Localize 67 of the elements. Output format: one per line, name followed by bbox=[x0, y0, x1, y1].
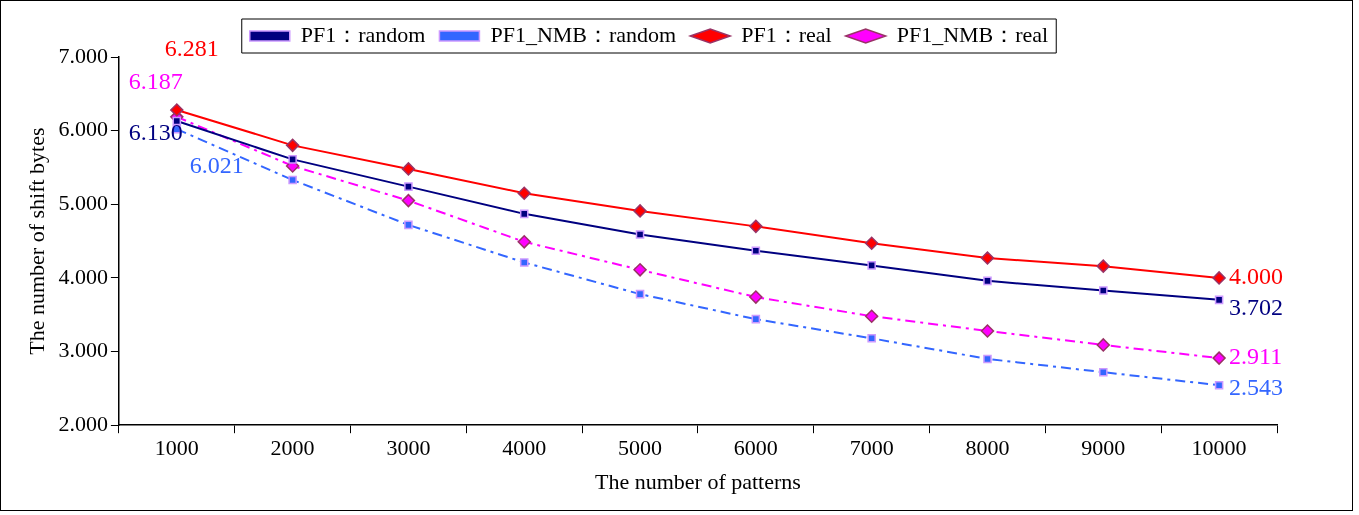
point bbox=[404, 182, 413, 191]
point bbox=[288, 175, 297, 185]
point bbox=[751, 246, 761, 255]
y-tick-label: 4.000 bbox=[58, 263, 108, 289]
data-label: 4.000 bbox=[1229, 263, 1284, 290]
point bbox=[867, 261, 876, 270]
point bbox=[1214, 380, 1224, 390]
point bbox=[864, 309, 879, 323]
x-tick-label: 9000 bbox=[1081, 435, 1126, 461]
data-label: 2.543 bbox=[1229, 374, 1284, 401]
legend-label: PF1：random bbox=[300, 21, 426, 47]
x-tick-label: 2000 bbox=[270, 435, 315, 461]
x-tick-label: 8000 bbox=[965, 435, 1010, 461]
data-label: 6.021 bbox=[189, 152, 244, 179]
y-tick-label: 5.000 bbox=[58, 190, 108, 216]
legend-label: PF1_NMB：random bbox=[490, 21, 677, 47]
x-tick-label: 4000 bbox=[502, 435, 547, 461]
point bbox=[983, 276, 992, 286]
point bbox=[980, 251, 995, 265]
point bbox=[749, 290, 763, 304]
y-tick-label: 6.000 bbox=[58, 116, 108, 142]
point bbox=[635, 230, 645, 239]
point bbox=[519, 209, 529, 219]
point bbox=[749, 219, 763, 234]
x-tick-label: 6000 bbox=[733, 435, 778, 461]
point bbox=[401, 162, 416, 176]
point bbox=[517, 235, 531, 249]
point bbox=[980, 324, 995, 338]
point bbox=[633, 204, 647, 218]
point bbox=[1096, 259, 1111, 273]
point bbox=[519, 258, 529, 267]
x-tick-label: 1000 bbox=[154, 435, 199, 461]
x-tick-label: 10000 bbox=[1191, 435, 1247, 461]
point bbox=[1214, 295, 1224, 305]
point bbox=[1096, 338, 1111, 352]
point bbox=[172, 116, 182, 126]
data-label: 6.187 bbox=[128, 68, 183, 95]
point bbox=[401, 193, 416, 208]
point bbox=[1212, 271, 1226, 285]
point bbox=[170, 103, 184, 117]
y-tick-label: 7.000 bbox=[58, 42, 108, 68]
point bbox=[633, 263, 647, 277]
point bbox=[1099, 286, 1108, 295]
point bbox=[864, 236, 879, 251]
point bbox=[404, 220, 413, 230]
data-label: 2.911 bbox=[1229, 343, 1283, 370]
legend-label: PF1_NMB：real bbox=[896, 21, 1049, 47]
point bbox=[1212, 351, 1226, 365]
y-tick-label: 2.000 bbox=[58, 410, 108, 436]
y-axis-title: The number of shift bytes bbox=[23, 127, 49, 355]
point bbox=[983, 354, 992, 364]
point bbox=[288, 155, 297, 164]
x-tick-label: 5000 bbox=[618, 435, 663, 461]
y-tick-label: 3.000 bbox=[58, 337, 108, 363]
point bbox=[1099, 367, 1108, 377]
point bbox=[517, 186, 531, 200]
point bbox=[285, 138, 300, 153]
data-label: 3.702 bbox=[1229, 294, 1284, 321]
x-axis-title: The number of patterns bbox=[595, 468, 801, 494]
legend-label: PF1：real bbox=[741, 21, 832, 47]
point bbox=[867, 334, 876, 343]
x-tick-label: 3000 bbox=[386, 435, 431, 461]
x-tick-label: 7000 bbox=[849, 435, 894, 461]
point bbox=[635, 289, 645, 299]
point bbox=[751, 314, 761, 324]
data-label: 6.130 bbox=[128, 119, 183, 146]
data-label: 6.281 bbox=[164, 35, 219, 62]
